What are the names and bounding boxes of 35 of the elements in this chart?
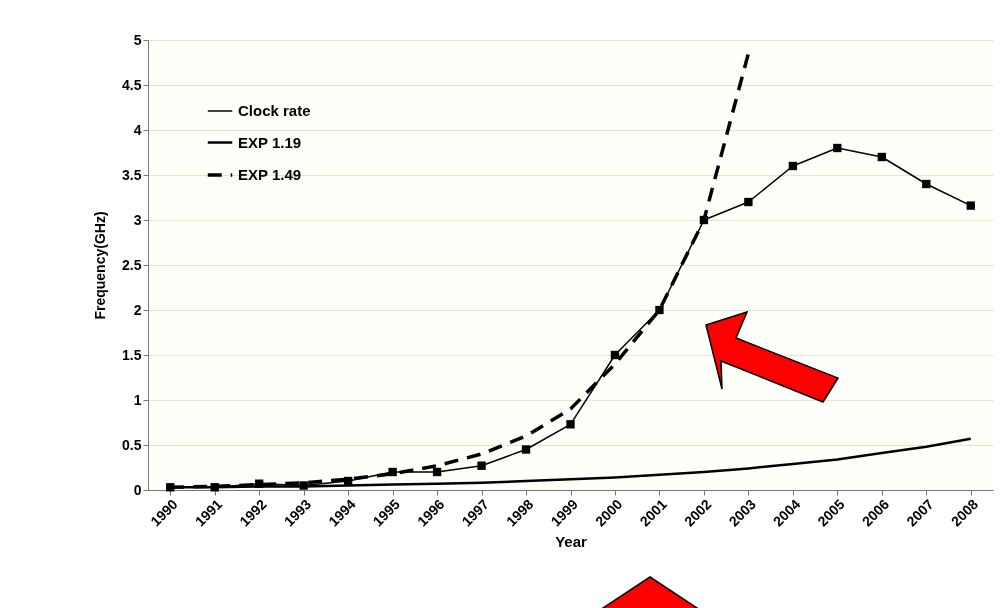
point (566, 420, 575, 429)
y-tick-label: 2.5 (122, 256, 142, 273)
y-tick-label: 1 (133, 391, 142, 408)
legend-label: Clock rate (238, 102, 311, 119)
point (166, 483, 175, 492)
y-tick-label: 0 (133, 481, 142, 498)
y-tick-label: 3 (133, 211, 142, 228)
point (744, 197, 753, 207)
point (699, 215, 709, 225)
point (432, 467, 442, 477)
y-tick-label: 1.5 (122, 346, 142, 363)
y-tick-label: 5 (133, 31, 142, 48)
y-tick-label: 4 (133, 121, 142, 138)
x-axis-title: Year (555, 533, 588, 551)
point (788, 161, 798, 171)
y-tick-label: 2 (133, 301, 142, 318)
point (299, 481, 308, 490)
point (610, 350, 620, 360)
point (655, 305, 664, 315)
y-tick-label: 3.5 (122, 166, 142, 183)
point (922, 179, 931, 189)
y-axis-title: Frequency(GHz) (92, 211, 109, 320)
point (833, 143, 842, 153)
point (477, 461, 486, 470)
point (877, 152, 886, 162)
y-tick-label: 4.5 (122, 76, 142, 93)
y-tick-label: 0.5 (122, 436, 142, 453)
point (343, 476, 353, 486)
point (521, 445, 531, 454)
point (255, 479, 264, 488)
legend-label: EXP 1.49 (238, 166, 302, 183)
point (210, 483, 219, 492)
legend-label: EXP 1.19 (238, 133, 302, 151)
point (388, 467, 397, 477)
point (966, 201, 975, 210)
